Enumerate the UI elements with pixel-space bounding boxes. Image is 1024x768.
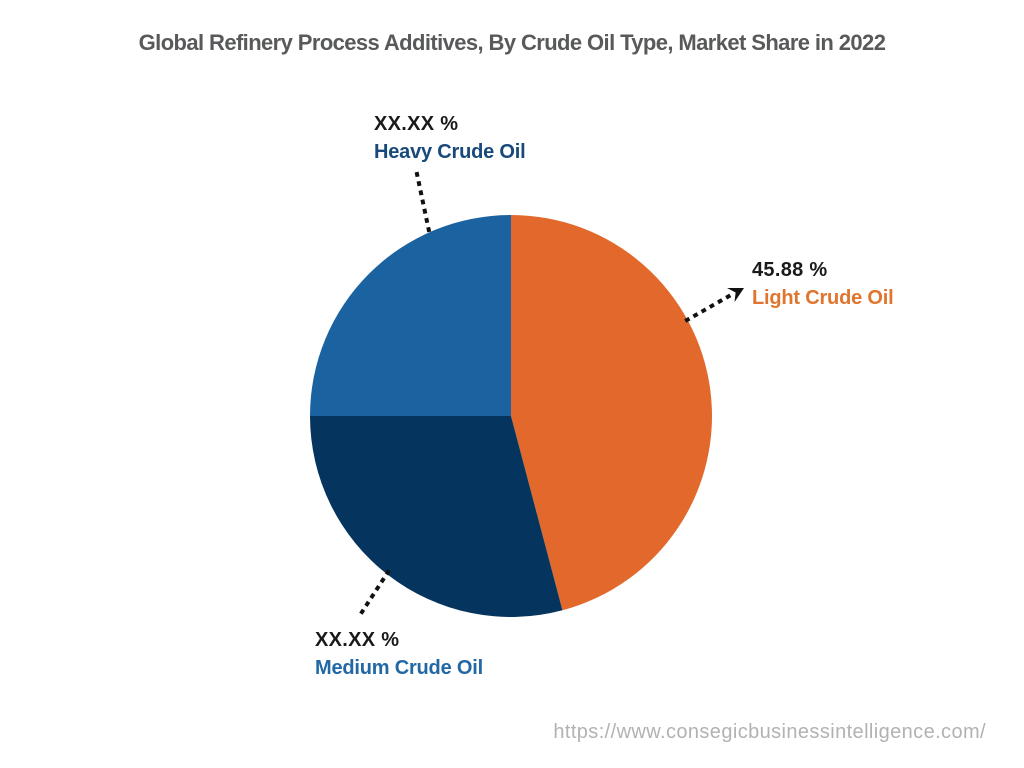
chart-title: Global Refinery Process Additives, By Cr… xyxy=(138,30,886,55)
heavy-crude-oil-label: Heavy Crude Oil xyxy=(374,141,526,163)
heavy-crude-oil-value: XX.XX % xyxy=(374,113,459,135)
light-crude-oil-label: Light Crude Oil xyxy=(752,287,894,309)
leader-line-light-crude-oil xyxy=(684,292,734,323)
pie-slices-group xyxy=(310,215,712,617)
arrow-head-icon xyxy=(727,287,744,303)
light-crude-oil-value: 45.88 % xyxy=(752,259,828,281)
pie-slice-medium-crude-oil xyxy=(310,416,563,617)
pie-slice-heavy-crude-oil xyxy=(310,215,511,416)
medium-crude-oil-value: XX.XX % xyxy=(315,629,400,651)
leader-line-medium-crude-oil xyxy=(359,569,391,615)
callout-heavy-crude-oil: XX.XX % Heavy Crude Oil xyxy=(374,110,526,166)
pie-slice-light-crude-oil xyxy=(511,215,712,611)
callout-medium-crude-oil: XX.XX % Medium Crude Oil xyxy=(315,626,483,682)
leader-line-heavy-crude-oil xyxy=(414,171,432,234)
source-url: https://www.consegicbusinessintelligence… xyxy=(553,721,986,743)
medium-crude-oil-label: Medium Crude Oil xyxy=(315,657,483,679)
callout-light-crude-oil: 45.88 % Light Crude Oil xyxy=(752,256,894,312)
